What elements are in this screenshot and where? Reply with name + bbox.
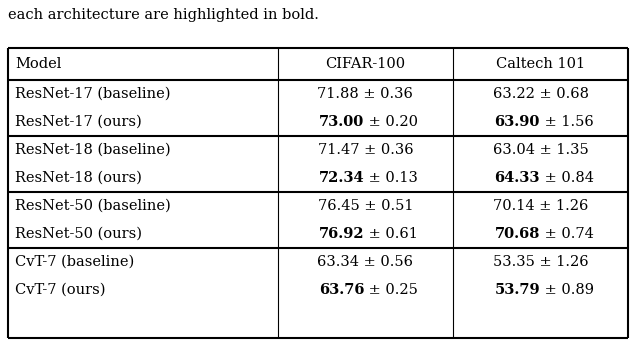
Text: ResNet-18 (baseline): ResNet-18 (baseline) — [15, 143, 170, 157]
Text: ± 0.20: ± 0.20 — [364, 115, 418, 129]
Text: 63.04 ± 1.35: 63.04 ± 1.35 — [493, 143, 589, 157]
Text: ResNet-50 (ours): ResNet-50 (ours) — [15, 227, 142, 241]
Text: CvT-7 (ours): CvT-7 (ours) — [15, 283, 106, 297]
Text: 63.34 ± 0.56: 63.34 ± 0.56 — [317, 255, 413, 269]
Text: Model: Model — [15, 57, 62, 71]
Text: 71.88 ± 0.36: 71.88 ± 0.36 — [317, 87, 413, 101]
Text: 63.76: 63.76 — [319, 283, 364, 297]
Text: ResNet-17 (ours): ResNet-17 (ours) — [15, 115, 142, 129]
Text: ± 0.89: ± 0.89 — [540, 283, 594, 297]
Text: ResNet-50 (baseline): ResNet-50 (baseline) — [15, 199, 170, 213]
Text: CvT-7 (baseline): CvT-7 (baseline) — [15, 255, 134, 269]
Text: ± 0.25: ± 0.25 — [364, 283, 418, 297]
Text: 73.00: 73.00 — [319, 115, 364, 129]
Text: ± 1.56: ± 1.56 — [540, 115, 593, 129]
Text: 76.92: 76.92 — [319, 227, 364, 241]
Text: ± 0.61: ± 0.61 — [364, 227, 418, 241]
Text: ± 0.13: ± 0.13 — [364, 171, 418, 185]
Text: 71.47 ± 0.36: 71.47 ± 0.36 — [317, 143, 413, 157]
Text: 64.33: 64.33 — [494, 171, 540, 185]
Text: ± 0.74: ± 0.74 — [540, 227, 594, 241]
Text: 63.90: 63.90 — [495, 115, 540, 129]
Text: each architecture are highlighted in bold.: each architecture are highlighted in bol… — [8, 8, 319, 22]
Text: 53.35 ± 1.26: 53.35 ± 1.26 — [493, 255, 589, 269]
Text: 70.14 ± 1.26: 70.14 ± 1.26 — [493, 199, 588, 213]
Text: Caltech 101: Caltech 101 — [496, 57, 586, 71]
Text: ResNet-18 (ours): ResNet-18 (ours) — [15, 171, 142, 185]
Text: 53.79: 53.79 — [494, 283, 540, 297]
Text: 72.34: 72.34 — [319, 171, 364, 185]
Text: ± 0.84: ± 0.84 — [540, 171, 594, 185]
Text: 70.68: 70.68 — [495, 227, 540, 241]
Text: ResNet-17 (baseline): ResNet-17 (baseline) — [15, 87, 170, 101]
Text: CIFAR-100: CIFAR-100 — [326, 57, 406, 71]
Text: 76.45 ± 0.51: 76.45 ± 0.51 — [317, 199, 413, 213]
Text: 63.22 ± 0.68: 63.22 ± 0.68 — [493, 87, 589, 101]
